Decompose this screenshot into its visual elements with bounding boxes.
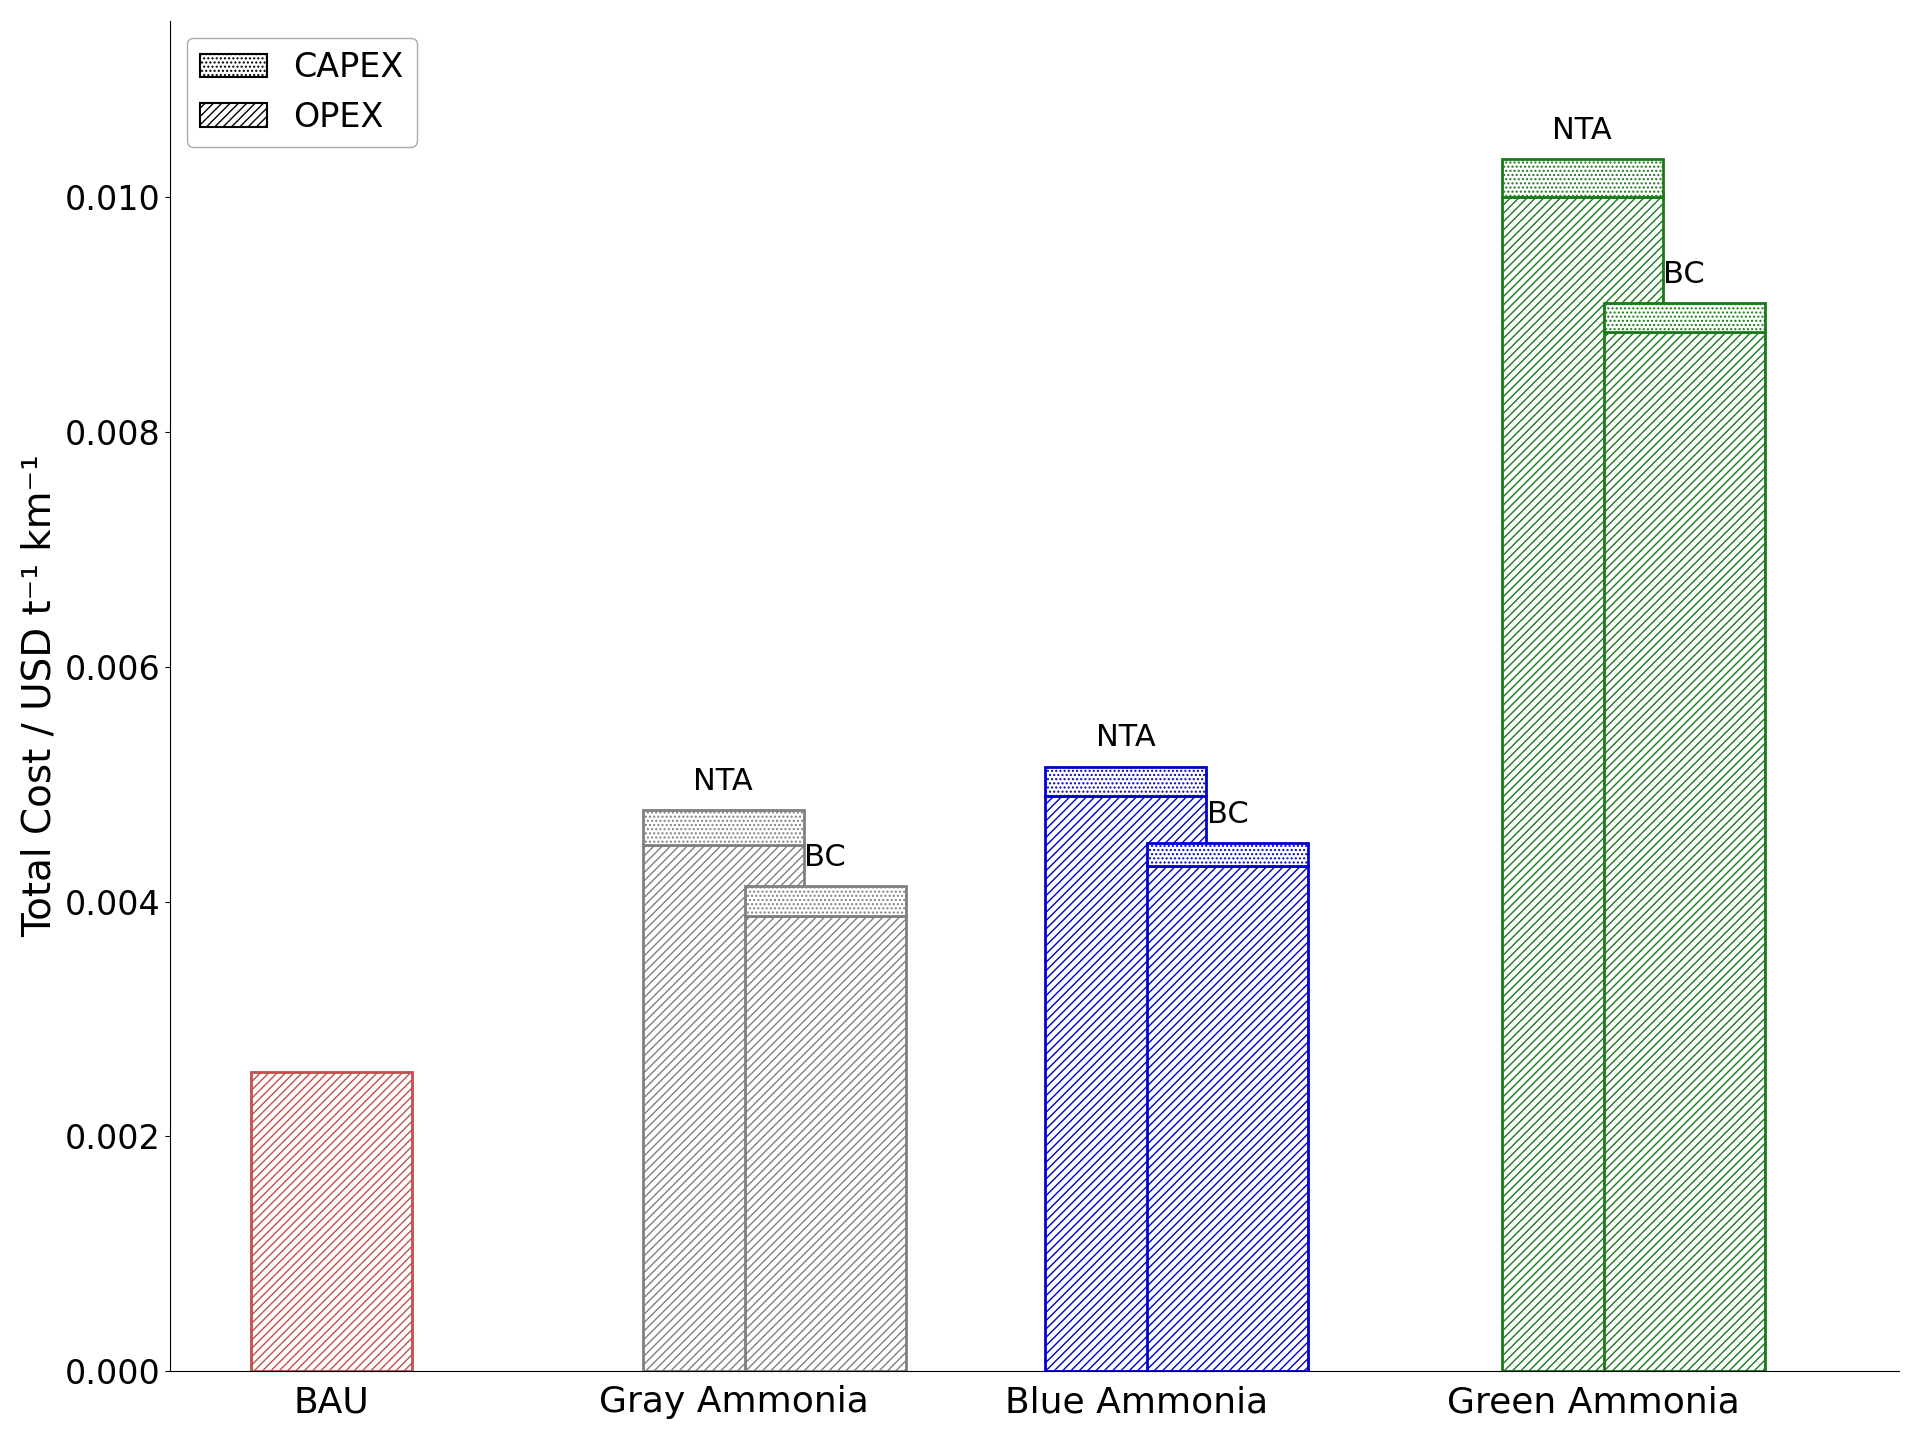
Text: NTA: NTA [693, 768, 753, 796]
Bar [250, 1071, 411, 1371]
Text: BC: BC [804, 844, 847, 873]
Bar [1603, 302, 1764, 333]
Bar [745, 886, 906, 916]
Bar [1501, 197, 1663, 1371]
Text: BC: BC [1663, 259, 1705, 288]
Bar [1603, 333, 1764, 1371]
Y-axis label: Total Cost / USD t⁻¹ km⁻¹: Total Cost / USD t⁻¹ km⁻¹ [21, 455, 60, 937]
Bar [643, 809, 804, 845]
Bar [1148, 867, 1308, 1371]
Legend: CAPEX, OPEX: CAPEX, OPEX [186, 37, 417, 147]
Text: BC: BC [1208, 799, 1248, 829]
Text: NTA: NTA [1553, 117, 1613, 145]
Bar [745, 916, 906, 1371]
Text: NTA: NTA [1096, 723, 1156, 753]
Bar [1148, 842, 1308, 867]
Bar [1044, 766, 1206, 796]
Bar [1501, 160, 1663, 197]
Bar [643, 845, 804, 1371]
Bar [1044, 796, 1206, 1371]
